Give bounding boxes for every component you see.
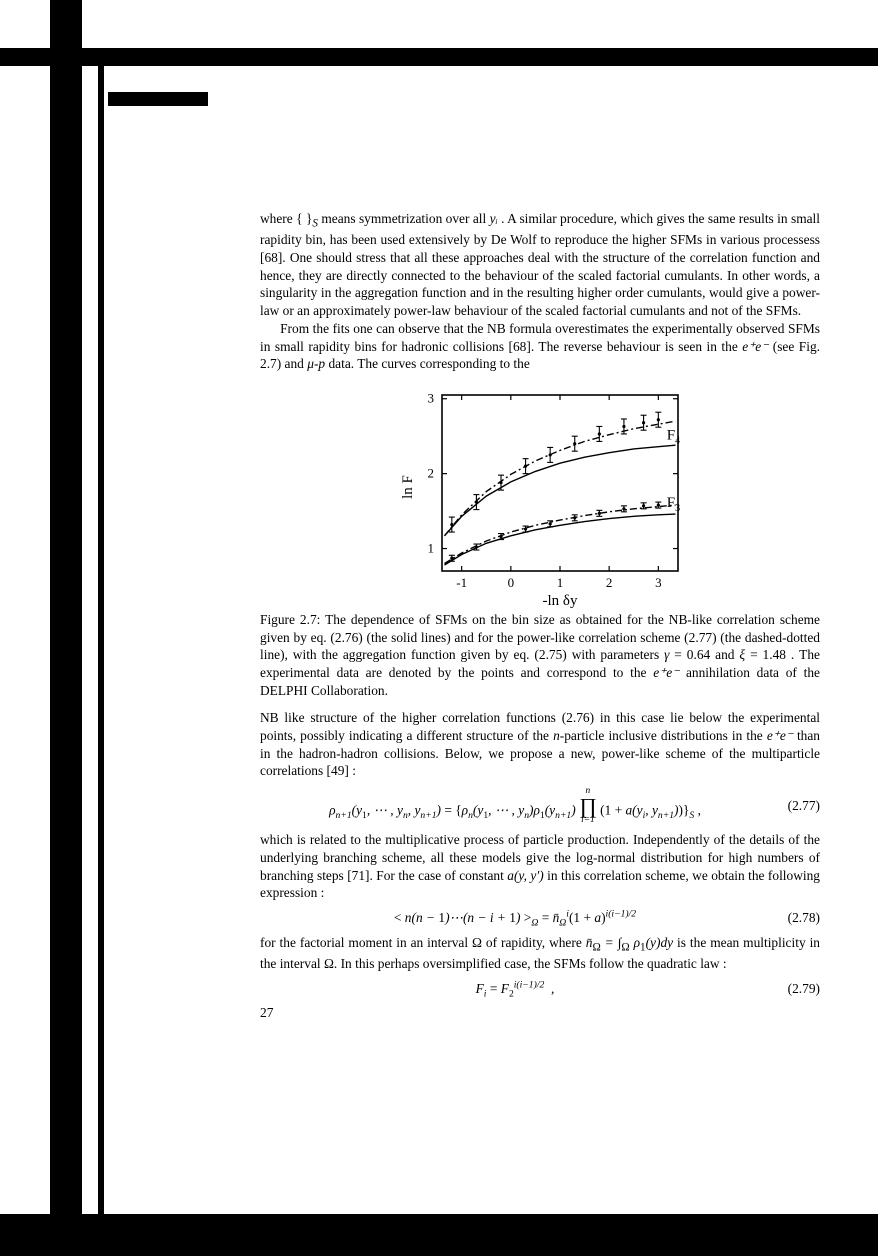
eq279-num: (2.79) <box>770 980 820 998</box>
svg-text:2: 2 <box>428 466 435 481</box>
p2-epem: e⁺e⁻ <box>742 339 768 354</box>
para-4: which is related to the multiplicative p… <box>260 831 820 902</box>
page-body: where { }S means symmetrization over all… <box>260 210 820 1022</box>
svg-text:1: 1 <box>428 540 435 555</box>
equation-2-79: Fi = F2i(i−1)/2 , (2.79) <box>260 980 820 998</box>
eq277-num: (2.77) <box>770 797 820 815</box>
figcap-epem: e⁺e⁻ <box>653 665 679 680</box>
eq279-math: Fi = F2i(i−1)/2 , <box>260 980 770 998</box>
svg-text:ln F: ln F <box>400 475 416 499</box>
eq278-num: (2.78) <box>770 909 820 927</box>
frame-left2 <box>98 66 104 1226</box>
svg-text:3: 3 <box>655 575 662 590</box>
p3b: -particle inclusive distributions in the <box>560 728 767 743</box>
equation-2-78: < n(n − 1)⋯(n − i + 1) >Ω = n̄Ωi(1 + a)i… <box>260 909 820 927</box>
svg-text:-1: -1 <box>456 575 467 590</box>
p2c: data. The curves corresponding to the <box>325 356 530 371</box>
p1b: means symmetrization over all <box>318 211 490 226</box>
p3-n: n <box>553 728 560 743</box>
para-2: From the fits one can observe that the N… <box>260 320 820 373</box>
p5a: for the factorial moment in an interval … <box>260 935 586 950</box>
eq277-math: ρn+1(y1, ⋯ , yn, yn+1) = {ρn(y1, ⋯ , yn)… <box>260 787 770 824</box>
p2a: From the fits one can observe that the N… <box>260 321 820 354</box>
svg-text:-ln δy: -ln δy <box>543 593 578 609</box>
p1c: . A similar procedure, which gives the s… <box>260 211 820 318</box>
chart-svg: -10123123-ln δyln FF3F4 <box>390 379 690 611</box>
para-5: for the factorial moment in an interval … <box>260 934 820 973</box>
figure-2-7: -10123123-ln δyln FF3F4 <box>260 379 820 611</box>
p2-mup: μ-p <box>307 356 325 371</box>
page-number: 27 <box>260 1004 820 1022</box>
para-3: NB like structure of the higher correlat… <box>260 709 820 780</box>
para-1: where { }S means symmetrization over all… <box>260 210 820 320</box>
equation-2-77: ρn+1(y1, ⋯ , yn, yn+1) = {ρn(y1, ⋯ , yn)… <box>260 787 820 824</box>
figcap-b: = 0.64 and <box>669 647 739 662</box>
p4-ayy: a(y, y′) <box>507 868 543 883</box>
svg-text:2: 2 <box>606 575 613 590</box>
svg-text:3: 3 <box>428 391 435 406</box>
figure-2-7-caption: Figure 2.7: The dependence of SFMs on th… <box>260 611 820 699</box>
frame-top <box>0 48 878 66</box>
frame-left <box>50 0 82 1256</box>
p1a: where { } <box>260 211 312 226</box>
svg-text:1: 1 <box>557 575 564 590</box>
eq278-math: < n(n − 1)⋯(n − i + 1) >Ω = n̄Ωi(1 + a)i… <box>260 909 770 927</box>
frame-bottom <box>0 1214 878 1256</box>
frame-blob <box>108 92 208 106</box>
svg-text:0: 0 <box>508 575 514 590</box>
p1-yi: yᵢ <box>490 211 498 226</box>
p3-epem: e⁺e⁻ <box>767 728 793 743</box>
